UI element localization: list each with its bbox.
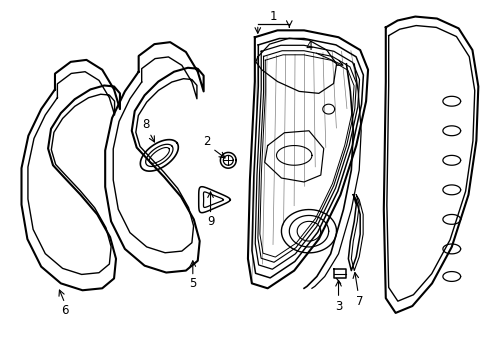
Text: 8: 8 [142,118,149,131]
Text: 2: 2 [203,135,210,148]
Text: 1: 1 [269,10,277,23]
Text: 3: 3 [334,300,342,312]
Text: 7: 7 [356,294,363,307]
Text: 5: 5 [189,277,196,290]
Text: 4: 4 [305,40,312,53]
Text: 9: 9 [206,215,214,228]
Text: 6: 6 [61,305,68,318]
